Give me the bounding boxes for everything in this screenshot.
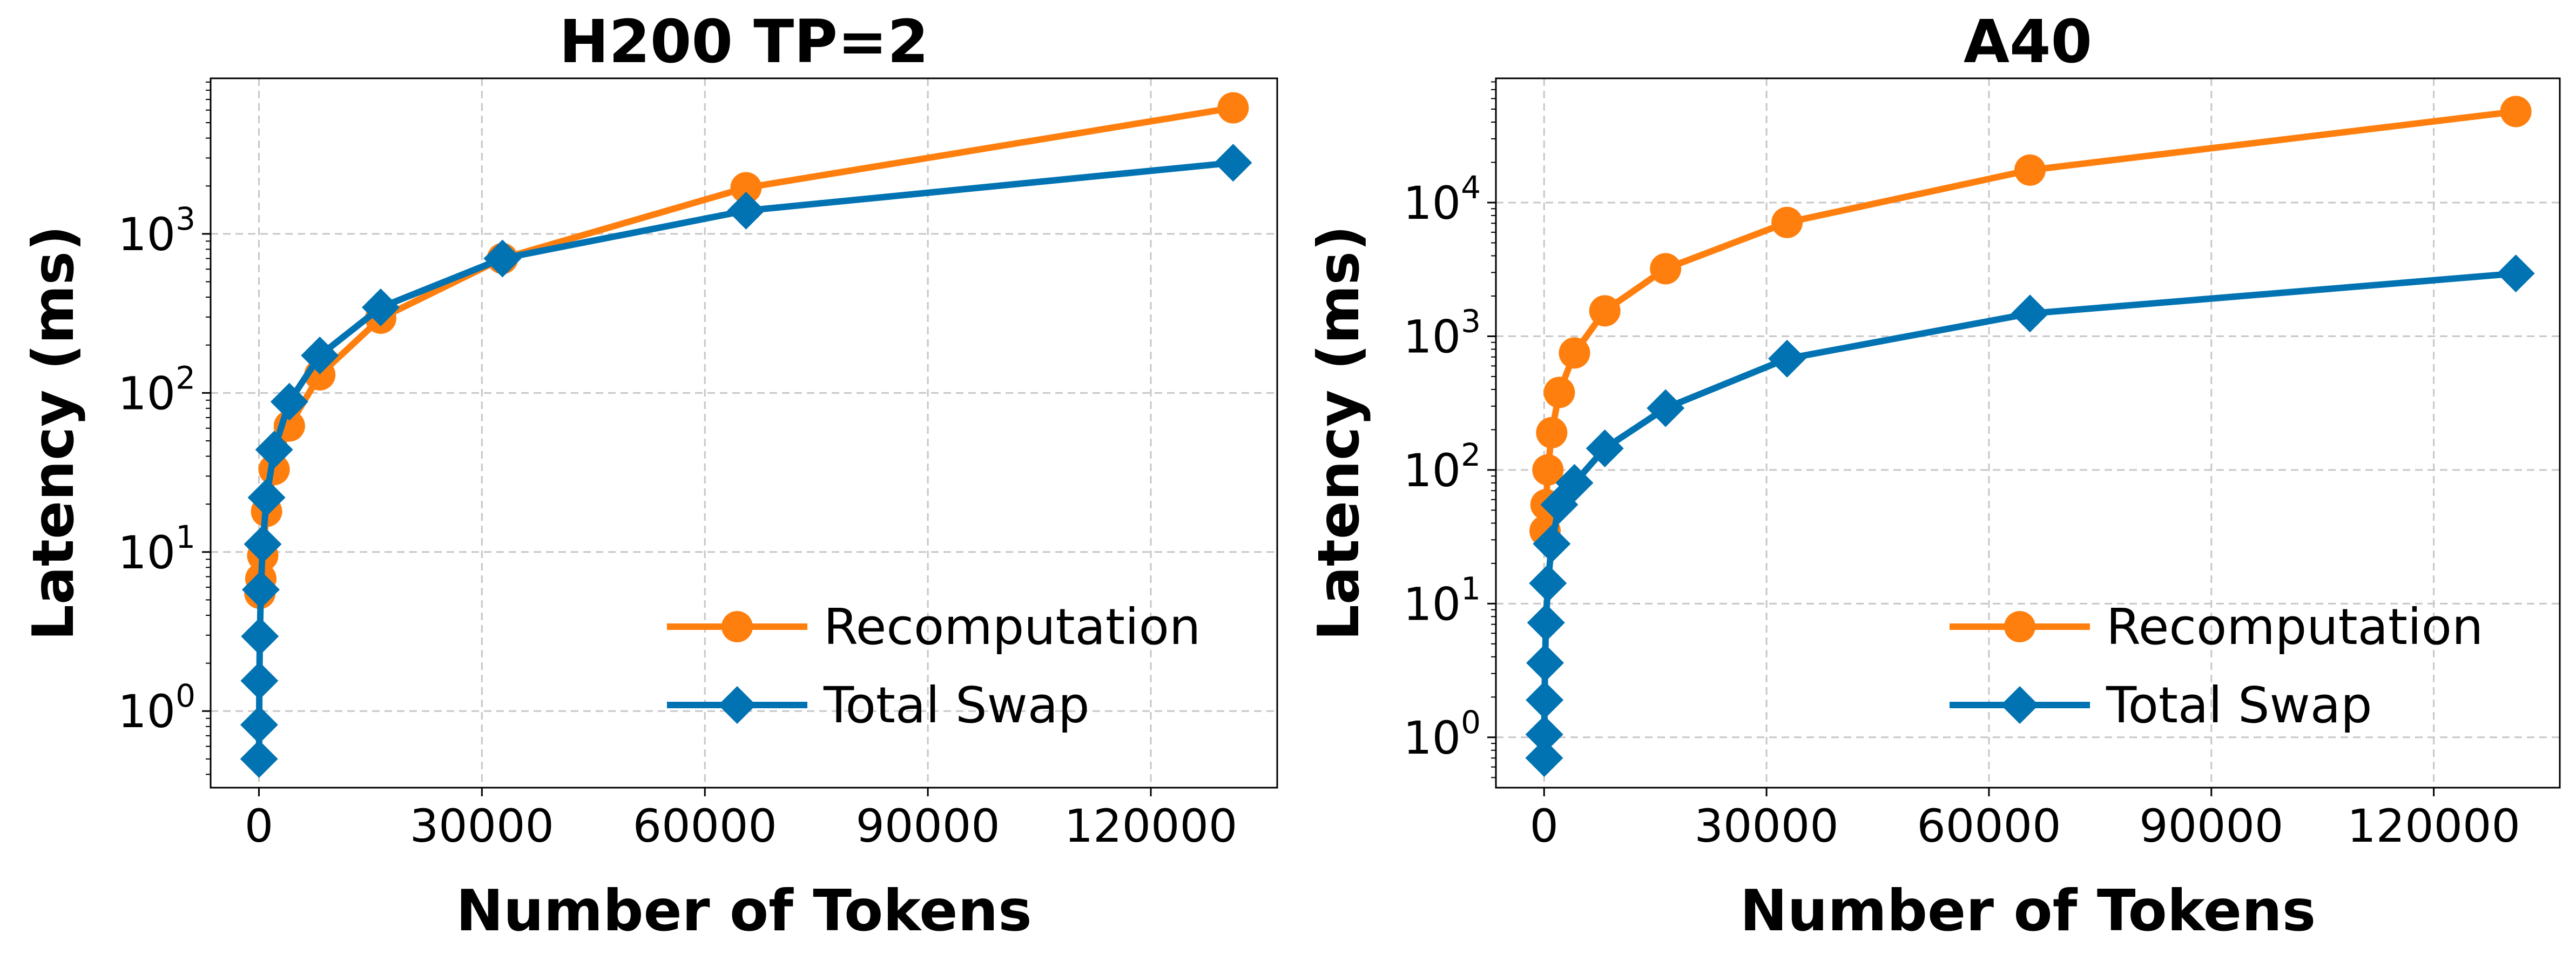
data-point bbox=[730, 172, 762, 204]
legend-marker bbox=[718, 686, 756, 724]
x-axis-label: Number of Tokens bbox=[456, 878, 1031, 944]
legend-marker bbox=[2004, 611, 2035, 642]
data-point bbox=[1526, 644, 1564, 682]
data-point bbox=[2011, 294, 2049, 333]
y-axis-label: Latency (ms) bbox=[21, 225, 86, 641]
data-point bbox=[240, 740, 278, 778]
data-point bbox=[301, 336, 339, 374]
chart-title: H200 TP=2 bbox=[559, 7, 928, 76]
plot-area bbox=[1496, 78, 2560, 788]
y-tick-label: 100 bbox=[1403, 704, 1481, 764]
y-tick-label: 103 bbox=[118, 200, 195, 261]
y-tick-label: 101 bbox=[1403, 570, 1481, 630]
y-tick-label: 100 bbox=[118, 677, 195, 738]
legend-label: Total Swap bbox=[823, 676, 1090, 734]
data-point bbox=[240, 706, 278, 744]
data-point bbox=[247, 478, 286, 516]
data-point bbox=[1771, 206, 1803, 238]
data-point bbox=[1647, 389, 1685, 427]
legend-entry: Recomputation bbox=[667, 598, 1201, 656]
data-point bbox=[1214, 144, 1252, 182]
data-point bbox=[361, 288, 400, 326]
x-tick-label: 90000 bbox=[856, 800, 1000, 852]
x-axis-label: Number of Tokens bbox=[1740, 878, 2316, 944]
chart-title: A40 bbox=[1964, 7, 2092, 76]
x-tick-label: 0 bbox=[245, 800, 273, 852]
legend-marker bbox=[721, 611, 753, 642]
plot-frame bbox=[1495, 77, 2561, 789]
legend-marker bbox=[2001, 686, 2039, 724]
data-point bbox=[240, 662, 279, 700]
data-point bbox=[1543, 377, 1575, 408]
data-point bbox=[727, 191, 765, 230]
x-tick-label: 60000 bbox=[633, 800, 777, 852]
plot-frame bbox=[210, 77, 1278, 789]
data-point bbox=[1529, 564, 1567, 602]
data-point bbox=[2500, 96, 2532, 127]
legend-label: Recomputation bbox=[824, 598, 1201, 656]
data-point bbox=[1525, 739, 1563, 777]
data-point bbox=[1589, 295, 1621, 327]
legend-label: Total Swap bbox=[2106, 676, 2372, 734]
x-tick-label: 90000 bbox=[2139, 800, 2283, 852]
data-point bbox=[244, 525, 282, 563]
y-tick-label: 102 bbox=[118, 359, 195, 420]
legend-entry: Total Swap bbox=[667, 676, 1090, 734]
chart-h200: H200 TP=2 Number of Tokens Latency (ms) … bbox=[21, 7, 1278, 944]
data-point bbox=[1555, 464, 1594, 502]
x-tick-label: 60000 bbox=[1917, 800, 2061, 852]
data-point bbox=[1586, 429, 1624, 467]
chart-a40: A40 Number of Tokens Latency (ms) 0 30000… bbox=[1306, 7, 2561, 944]
data-point bbox=[241, 570, 280, 609]
data-point bbox=[270, 382, 308, 421]
data-point bbox=[1217, 92, 1249, 124]
data-point bbox=[1533, 525, 1571, 563]
legend-entry: Total Swap bbox=[1950, 676, 2372, 734]
y-axis-label: Latency (ms) bbox=[1306, 225, 1372, 641]
data-point bbox=[255, 431, 293, 469]
data-point bbox=[1532, 454, 1564, 486]
legend-entry: Recomputation bbox=[1950, 598, 2483, 656]
data-point bbox=[483, 239, 522, 278]
data-point bbox=[2014, 154, 2046, 186]
data-point bbox=[2497, 254, 2535, 293]
y-tick-label: 104 bbox=[1403, 169, 1481, 230]
x-tick-label: 30000 bbox=[410, 800, 554, 852]
x-tick-label: 30000 bbox=[1694, 800, 1838, 852]
y-tick-label: 103 bbox=[1403, 303, 1481, 363]
data-point bbox=[1527, 603, 1565, 642]
x-tick-label: 120000 bbox=[2347, 800, 2520, 852]
y-tick-label: 101 bbox=[118, 519, 195, 579]
x-tick-label: 0 bbox=[1530, 800, 1559, 852]
x-tick-label: 120000 bbox=[1064, 800, 1238, 852]
legend-label: Recomputation bbox=[2106, 598, 2483, 656]
data-point bbox=[1525, 715, 1563, 754]
data-point bbox=[1536, 417, 1568, 448]
data-point bbox=[1768, 339, 1806, 378]
data-point bbox=[1559, 337, 1590, 369]
data-point bbox=[1526, 681, 1564, 719]
y-tick-label: 102 bbox=[1403, 437, 1481, 497]
data-point bbox=[241, 617, 279, 655]
data-point bbox=[1650, 253, 1682, 285]
